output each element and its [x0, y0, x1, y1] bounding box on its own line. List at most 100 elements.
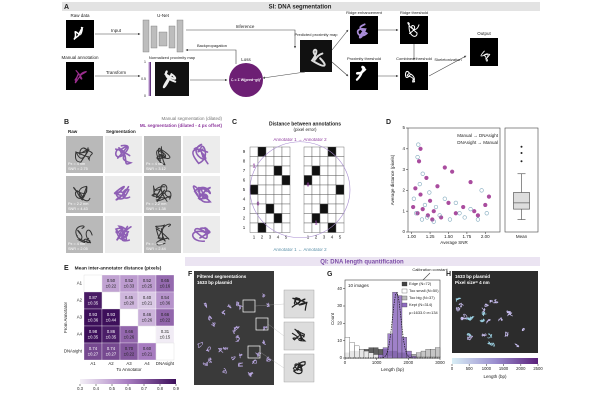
dna-strand — [455, 297, 462, 302]
outlier — [520, 145, 523, 148]
scatter-point — [457, 211, 462, 216]
tile-label: Px = 4 nm — [146, 242, 163, 246]
axis-label: Count — [330, 312, 335, 325]
dna-strand — [252, 359, 258, 364]
dna-strand — [480, 50, 491, 62]
scatter-point — [439, 215, 444, 220]
histogram-bar — [411, 356, 417, 359]
dna-strand — [208, 315, 213, 321]
colorbar — [452, 358, 538, 364]
panel-letter: H — [446, 271, 451, 278]
unet-block — [176, 19, 184, 53]
unet-block — [158, 31, 168, 47]
grid-cell — [335, 165, 345, 176]
dna-strand — [504, 331, 509, 337]
grid-cell — [273, 165, 283, 176]
colorbar-tick-label: 1000 — [482, 366, 492, 371]
grid-cell — [273, 184, 283, 195]
grid-cell — [311, 203, 321, 214]
cell-label: ±0.25 — [142, 284, 153, 289]
tile-label: SNR = 2.44 — [146, 247, 166, 251]
label: Distance between annotations — [269, 121, 341, 127]
grid-cell — [249, 213, 259, 224]
colorbar-tick-label: 0 — [451, 366, 454, 371]
dna-strand — [151, 185, 167, 199]
tile-label: SNR = 2.05 — [68, 247, 88, 251]
histogram-bar — [392, 291, 398, 359]
scatter-point — [427, 190, 432, 195]
row-label: 5 — [243, 187, 246, 192]
grid-cell — [265, 213, 275, 224]
colorbar — [80, 379, 176, 384]
y-tick-label: 2 — [402, 188, 405, 193]
col-label: A4 — [144, 361, 150, 366]
dna-strand — [115, 225, 130, 241]
tile-label: Px = 4 nm — [68, 162, 85, 166]
label: Backpropagation — [197, 43, 227, 48]
dna-strand — [239, 353, 243, 359]
fit-curve — [345, 291, 440, 359]
x-tick-label: 2000 — [404, 360, 414, 365]
grid-cell — [311, 156, 321, 167]
grid-cell — [335, 203, 345, 214]
image — [183, 216, 220, 253]
cell-label: ±0.44 — [106, 318, 117, 323]
x-tick-label: 2.00 — [481, 234, 490, 239]
histogram-bar — [425, 349, 431, 359]
scatter-point — [486, 194, 492, 199]
grid-cell — [311, 194, 321, 205]
colorbar-tick-label: 2000 — [516, 366, 526, 371]
dna-strand — [262, 339, 266, 346]
grid-cell — [327, 194, 337, 205]
dna-strand — [74, 147, 90, 163]
dna-strand — [197, 341, 204, 348]
dna-strand — [255, 352, 262, 357]
cell-label: 0.50 — [107, 278, 116, 283]
dna-strand — [291, 328, 306, 341]
dna-strand — [292, 361, 306, 371]
grid-cell — [327, 175, 337, 186]
unet-block — [150, 25, 158, 49]
grid-cell — [311, 175, 321, 186]
cell-label: 0.46 — [143, 312, 152, 317]
heatmap-cell — [155, 342, 175, 361]
cell-label: 0.65 — [161, 278, 170, 283]
label: Mean inter-annotator distance (pixels) — [75, 265, 162, 271]
grid-cell — [303, 194, 313, 205]
dna-strand — [266, 356, 272, 362]
cell-label: ±0.36 — [88, 318, 99, 323]
cell-label: 0.60 — [143, 346, 152, 351]
grid-cell — [303, 146, 313, 157]
legend-entry: μ=1633.0 σ=134 — [409, 310, 438, 315]
grid-cell — [257, 222, 267, 233]
grid-cell — [281, 203, 291, 214]
row-label: A3 — [77, 315, 83, 320]
dna-strand — [521, 327, 525, 332]
scale-tick-label: 0 — [144, 94, 146, 98]
dna-strand — [221, 310, 226, 316]
dna-strand — [249, 372, 252, 378]
scatter-point — [425, 215, 430, 220]
col-label: 5 — [339, 235, 342, 240]
scatter-point — [431, 209, 436, 214]
label: Raw — [68, 129, 78, 134]
label: Calibration constant — [412, 267, 448, 272]
grid-cell — [257, 213, 267, 224]
cell-label: 0.87 — [89, 295, 98, 300]
scatter-point — [447, 217, 453, 222]
label: Ridge enhancement — [346, 10, 383, 15]
label: Predicted proximity map — [295, 32, 339, 37]
cell-label: 0.93 — [107, 312, 116, 317]
scatter-point — [427, 198, 433, 203]
label: Pixel size= 4 nm — [455, 280, 490, 285]
scatter-point — [475, 217, 481, 222]
image — [144, 136, 181, 173]
panel-letter: G — [327, 271, 333, 278]
scatter-point — [430, 217, 435, 222]
dna-strand — [489, 342, 495, 347]
grid-cell — [257, 165, 267, 176]
dna-strand — [356, 23, 369, 39]
grid-cell — [327, 213, 337, 224]
legend-entry: Manual → DNAsight — [457, 133, 499, 138]
tile-label: SNR = 2.75 — [68, 167, 88, 171]
